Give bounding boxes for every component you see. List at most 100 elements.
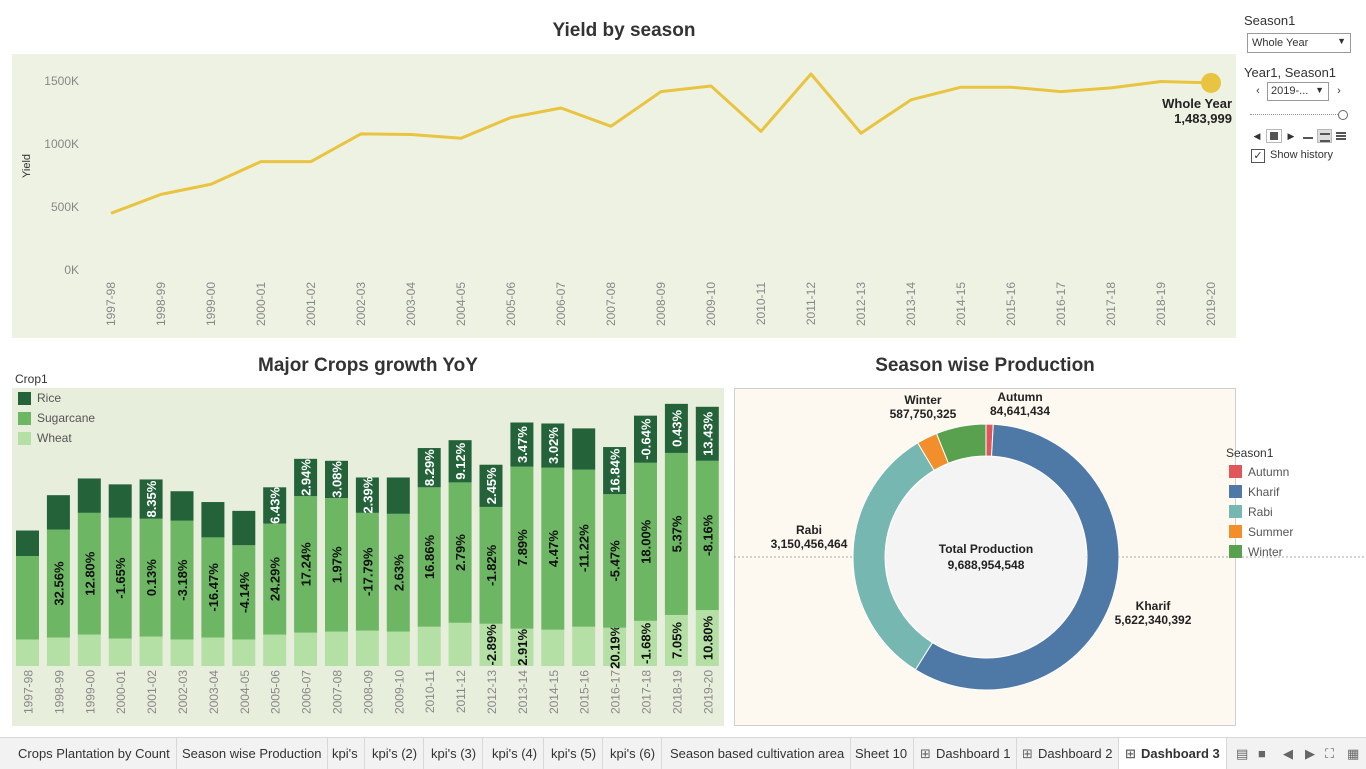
bar-segment-sugarcane[interactable] bbox=[510, 466, 534, 629]
bar-segment-wheat[interactable] bbox=[479, 623, 503, 666]
bar-segment-sugarcane[interactable] bbox=[448, 482, 472, 623]
fullscreen-icon[interactable]: ⛶ bbox=[1325, 746, 1335, 761]
bar-segment-rice[interactable] bbox=[695, 406, 719, 461]
bar-segment-sugarcane[interactable] bbox=[294, 496, 318, 633]
bar-segment-wheat[interactable] bbox=[386, 631, 410, 666]
bar-segment-rice[interactable] bbox=[294, 458, 318, 497]
bar-segment-sugarcane[interactable] bbox=[572, 469, 596, 627]
bar-segment-rice[interactable] bbox=[479, 464, 503, 507]
bar-segment-wheat[interactable] bbox=[294, 632, 318, 666]
bar-segment-wheat[interactable] bbox=[263, 634, 287, 666]
bar-segment-sugarcane[interactable] bbox=[386, 513, 410, 632]
bar-segment-sugarcane[interactable] bbox=[479, 506, 503, 624]
bar-segment-sugarcane[interactable] bbox=[108, 517, 132, 639]
tab-dashboard-2[interactable]: ⊞ Dashboard 2 bbox=[1016, 738, 1120, 769]
bar-segment-rice[interactable] bbox=[16, 530, 39, 557]
bar-segment-wheat[interactable] bbox=[634, 620, 657, 666]
bar-segment-sugarcane[interactable] bbox=[46, 529, 70, 638]
year-slider-track[interactable] bbox=[1250, 114, 1342, 117]
tab-kpis-2[interactable]: kpi's (2) bbox=[366, 738, 425, 769]
bar-segment-rice[interactable] bbox=[572, 428, 596, 470]
bar-segment-rice[interactable] bbox=[77, 478, 101, 513]
donut-chart[interactable] bbox=[734, 388, 1366, 726]
speed-fast-button[interactable] bbox=[1334, 129, 1348, 143]
tab-dashboard-3[interactable]: ⊞ Dashboard 3 bbox=[1119, 738, 1227, 769]
bar-chart[interactable]: 1997-98 32.56% 1998-99 12.80% 1999-00 -1.65% 2… bbox=[12, 388, 724, 726]
donut-slice-winter[interactable] bbox=[935, 423, 987, 464]
tab-crops-plantation-by-count[interactable]: Crops Plantation by Count bbox=[12, 738, 177, 769]
bar-segment-rice[interactable] bbox=[325, 460, 348, 499]
tab-sheet-10[interactable]: Sheet 10 bbox=[849, 738, 915, 769]
bar-segment-sugarcane[interactable] bbox=[201, 537, 225, 638]
tab-season-wise-production[interactable]: Season wise Production bbox=[176, 738, 329, 769]
bar-segment-sugarcane[interactable] bbox=[603, 494, 627, 628]
bar-segment-wheat[interactable] bbox=[16, 639, 39, 666]
bar-segment-wheat[interactable] bbox=[603, 627, 627, 666]
bar-segment-rice[interactable] bbox=[46, 495, 70, 530]
tab-kpis-4[interactable]: kpi's (4) bbox=[486, 738, 545, 769]
bar-segment-rice[interactable] bbox=[448, 440, 472, 483]
line-chart[interactable]: Yield 0K 500K 1000K 1500K 1997-98 1998-99 1999-… bbox=[12, 54, 1236, 338]
bar-segment-wheat[interactable] bbox=[170, 639, 194, 666]
bar-segment-rice[interactable] bbox=[355, 477, 379, 513]
bar-segment-rice[interactable] bbox=[170, 491, 194, 521]
bar-segment-rice[interactable] bbox=[201, 502, 225, 538]
step-back-button[interactable]: ◀ bbox=[1250, 129, 1264, 143]
stop-button[interactable] bbox=[1266, 129, 1282, 143]
bar-segment-wheat[interactable] bbox=[232, 639, 256, 666]
bar-segment-sugarcane[interactable] bbox=[325, 498, 348, 632]
bar-segment-wheat[interactable] bbox=[46, 637, 70, 666]
bar-segment-sugarcane[interactable] bbox=[355, 512, 379, 631]
bar-segment-wheat[interactable] bbox=[108, 638, 132, 666]
speed-slow-button[interactable] bbox=[1301, 129, 1315, 143]
bar-segment-sugarcane[interactable] bbox=[664, 452, 688, 615]
yield-end-marker[interactable] bbox=[1201, 72, 1221, 93]
bar-segment-wheat[interactable] bbox=[448, 622, 472, 666]
bar-segment-rice[interactable] bbox=[603, 447, 627, 495]
tab-kpis-6[interactable]: kpi's (6) bbox=[604, 738, 663, 769]
tab-season-based-cultivation-area[interactable]: Season based cultivation area bbox=[664, 738, 852, 769]
bar-segment-rice[interactable] bbox=[664, 403, 688, 453]
bar-segment-rice[interactable] bbox=[417, 448, 441, 488]
bar-segment-rice[interactable] bbox=[232, 510, 256, 546]
bar-segment-wheat[interactable] bbox=[572, 626, 596, 666]
bar-segment-sugarcane[interactable] bbox=[77, 512, 101, 635]
bar-segment-wheat[interactable] bbox=[325, 631, 348, 666]
bar-segment-sugarcane[interactable] bbox=[170, 520, 194, 640]
donut-slice-kharif[interactable] bbox=[914, 423, 1120, 691]
year-slider-handle[interactable] bbox=[1338, 110, 1348, 120]
tab-kpis[interactable]: kpi's bbox=[326, 738, 365, 769]
bar-segment-wheat[interactable] bbox=[139, 636, 163, 666]
bar-segment-sugarcane[interactable] bbox=[634, 462, 657, 621]
year-filter-dropdown[interactable]: 2019-... ▼ bbox=[1267, 82, 1329, 101]
grid-view-icon[interactable]: ▦ bbox=[1347, 746, 1360, 761]
bar-segment-rice[interactable] bbox=[108, 484, 132, 518]
next-sheet-icon[interactable]: ▶ bbox=[1305, 746, 1315, 761]
bar-segment-sugarcane[interactable] bbox=[263, 523, 287, 635]
tab-kpis-5[interactable]: kpi's (5) bbox=[545, 738, 604, 769]
bar-segment-sugarcane[interactable] bbox=[417, 487, 441, 627]
prev-year-button[interactable]: ‹ bbox=[1250, 83, 1266, 101]
bar-segment-wheat[interactable] bbox=[695, 610, 719, 666]
show-filmstrip-icon[interactable]: ▤ bbox=[1236, 746, 1249, 761]
speed-medium-button[interactable] bbox=[1317, 129, 1332, 143]
yield-line[interactable] bbox=[110, 72, 1212, 215]
show-history-checkbox[interactable]: ✓ bbox=[1251, 149, 1265, 163]
bar-segment-rice[interactable] bbox=[510, 422, 534, 467]
bar-segment-wheat[interactable] bbox=[77, 634, 101, 666]
season-filter-dropdown[interactable]: Whole Year ▼ bbox=[1247, 33, 1351, 53]
bar-segment-sugarcane[interactable] bbox=[695, 460, 719, 611]
play-button[interactable]: ▶ bbox=[1284, 129, 1298, 143]
bar-segment-wheat[interactable] bbox=[355, 630, 379, 666]
bar-segment-rice[interactable] bbox=[263, 487, 287, 524]
bar-segment-sugarcane[interactable] bbox=[541, 467, 565, 630]
tab-kpis-3[interactable]: kpi's (3) bbox=[425, 738, 484, 769]
bar-segment-wheat[interactable] bbox=[664, 614, 688, 666]
bar-segment-wheat[interactable] bbox=[510, 628, 534, 666]
tab-dashboard-1[interactable]: ⊞ Dashboard 1 bbox=[914, 738, 1018, 769]
next-year-button[interactable]: › bbox=[1331, 83, 1347, 101]
bar-segment-wheat[interactable] bbox=[541, 629, 565, 666]
bar-segment-rice[interactable] bbox=[386, 477, 410, 514]
show-tabs-icon[interactable]: ■ bbox=[1258, 746, 1266, 761]
bar-segment-rice[interactable] bbox=[634, 415, 657, 463]
